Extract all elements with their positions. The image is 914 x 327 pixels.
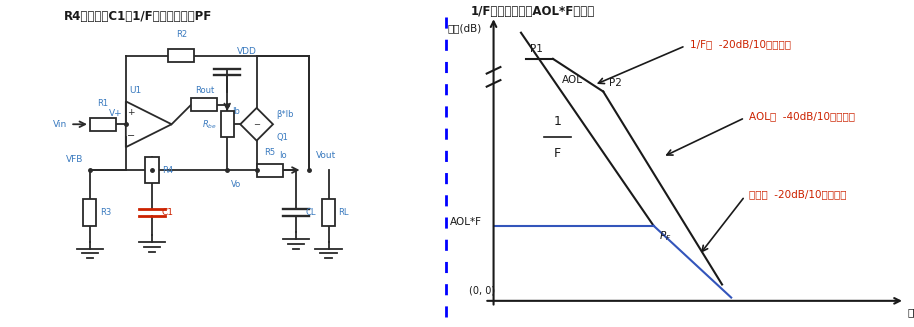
Bar <box>83 199 96 226</box>
Text: 1/F曲线修正后的AOL*F波特图: 1/F曲线修正后的AOL*F波特图 <box>471 5 595 18</box>
Text: CL: CL <box>305 208 316 217</box>
Text: P2: P2 <box>609 78 622 88</box>
Text: R4: R4 <box>162 165 173 175</box>
Text: Io: Io <box>279 151 287 160</box>
Text: Ib: Ib <box>232 107 240 116</box>
Text: R4并联电容C1，1/F曲线产生极点PF: R4并联电容C1，1/F曲线产生极点PF <box>64 10 212 23</box>
Bar <box>257 164 282 177</box>
Text: Q1: Q1 <box>276 133 288 142</box>
Text: AOL: AOL <box>562 75 583 85</box>
Text: β*Ib: β*Ib <box>276 110 293 119</box>
Bar <box>191 98 218 111</box>
Text: AOL*F: AOL*F <box>450 217 483 227</box>
Text: +: + <box>127 108 134 117</box>
Text: Vin: Vin <box>53 120 67 129</box>
Text: Vout: Vout <box>315 151 335 160</box>
Text: F: F <box>554 147 561 160</box>
Text: AOL：  -40dB/10倍频衰减: AOL： -40dB/10倍频衰减 <box>749 111 856 121</box>
Text: V+: V+ <box>109 109 122 118</box>
Bar <box>90 118 116 131</box>
Text: U1: U1 <box>130 86 142 95</box>
Text: 1: 1 <box>554 114 561 128</box>
Text: Vo: Vo <box>230 180 240 189</box>
Text: 增益(dB): 增益(dB) <box>448 23 483 33</box>
Bar <box>322 199 335 226</box>
Text: R3: R3 <box>100 208 111 217</box>
Text: 交点：  -20dB/10倍频衰减: 交点： -20dB/10倍频衰减 <box>749 190 847 199</box>
Text: 频率: 频率 <box>907 307 914 318</box>
Bar <box>220 111 234 137</box>
Text: R1: R1 <box>98 99 109 108</box>
Text: −: − <box>127 131 134 141</box>
Text: −: − <box>253 120 260 129</box>
Text: C1: C1 <box>162 208 174 217</box>
Text: 1/F：  -20dB/10倍频衰减: 1/F： -20dB/10倍频衰减 <box>690 39 792 49</box>
Text: P1: P1 <box>530 44 543 54</box>
Text: R2: R2 <box>175 30 187 39</box>
Text: R5: R5 <box>264 148 275 157</box>
Text: $P_F$: $P_F$ <box>659 229 672 243</box>
Text: Rout: Rout <box>195 86 214 95</box>
Text: RL: RL <box>338 208 349 217</box>
Bar <box>145 157 158 183</box>
Text: $R_{be}$: $R_{be}$ <box>203 118 218 130</box>
Text: (0, 0): (0, 0) <box>469 286 495 296</box>
Bar <box>168 49 195 62</box>
Text: VDD: VDD <box>237 46 257 56</box>
Text: VFB: VFB <box>66 154 83 164</box>
